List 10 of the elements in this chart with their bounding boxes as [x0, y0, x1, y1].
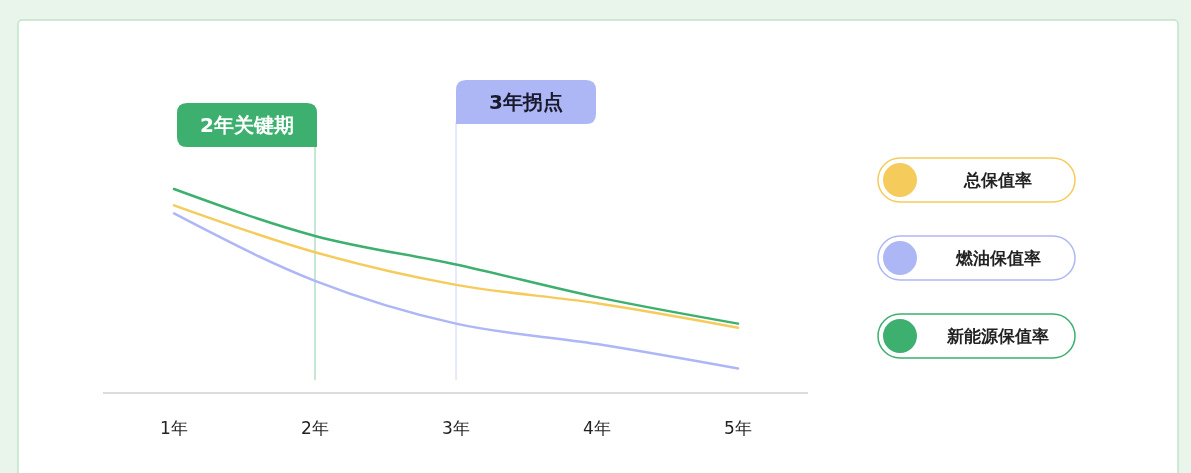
legend-label: 新能源保值率 — [946, 326, 1049, 346]
x-tick-label: 2年 — [301, 418, 329, 438]
ref-line-label: 3年拐点 — [489, 90, 563, 114]
ref-line-label: 2年关键期 — [200, 113, 294, 137]
legend-label: 燃油保值率 — [954, 248, 1041, 268]
x-tick-label: 1年 — [160, 418, 188, 438]
x-tick-label: 4年 — [583, 418, 611, 438]
text: 总保值率 — [963, 170, 1032, 190]
x-tick-label: 3年 — [442, 418, 470, 438]
x-tick-label: 5年 — [724, 418, 752, 438]
